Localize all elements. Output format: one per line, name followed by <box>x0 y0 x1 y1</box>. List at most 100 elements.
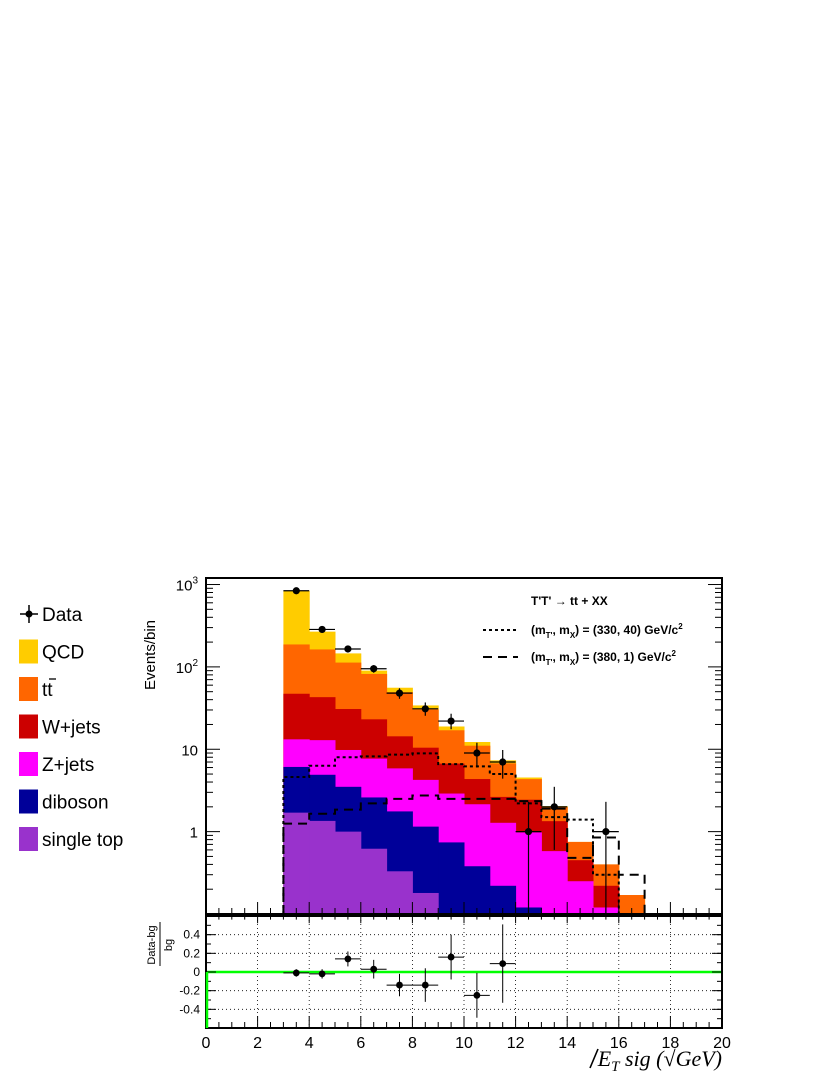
ratio-marker <box>370 965 378 973</box>
data-point <box>386 688 413 699</box>
data-point <box>541 786 568 850</box>
data-marker <box>370 665 378 673</box>
ratio-marker <box>396 981 403 989</box>
x-tick-label: 20 <box>713 1035 731 1052</box>
x-tick-label: 12 <box>507 1035 525 1052</box>
signal-legend-label-2: (mT', mX) = (380, 1) GeV/c2 <box>531 649 677 667</box>
legend-entry: W+jets <box>19 714 101 739</box>
stack-bar <box>283 812 310 914</box>
x-tick-label: 16 <box>610 1035 628 1052</box>
legend-label: QCD <box>42 643 84 664</box>
legend-entry: Data <box>20 605 83 626</box>
data-point <box>412 702 439 716</box>
data-marker <box>344 645 352 653</box>
x-tick-label: 10 <box>455 1035 473 1052</box>
ratio-marker <box>499 960 507 967</box>
ratio-y-tick-label: 0.4 <box>183 928 200 942</box>
legend-entry: QCD <box>19 639 84 664</box>
data-point <box>438 713 464 730</box>
data-marker <box>499 758 507 766</box>
ratio-panel: 0.4 0.2 0 -0.2 -0.4 0 2 4 6 8 10 12 14 16 18 20 Data-b… <box>146 902 731 1075</box>
legend-swatch <box>19 714 38 739</box>
signal-line-1 <box>282 752 645 915</box>
data-marker <box>421 705 429 713</box>
data-marker <box>473 749 481 757</box>
data-point <box>309 625 335 634</box>
xlabel-slash <box>589 1048 599 1069</box>
ratio-point <box>464 972 490 1018</box>
x-tick-label: 6 <box>356 1035 365 1052</box>
y-tick-label: 1 <box>190 825 198 842</box>
x-tick-label: 4 <box>305 1035 314 1052</box>
data-point <box>335 645 361 653</box>
legend-swatch <box>19 789 38 814</box>
stack-bar <box>360 848 388 914</box>
legend-label: Z+jets <box>42 755 94 776</box>
data-point <box>515 801 542 914</box>
x-tick-label: 18 <box>662 1035 680 1052</box>
ratio-point <box>412 968 439 1002</box>
ratio-y-tick-label: 0.2 <box>183 946 200 960</box>
ratio-marker <box>318 970 326 978</box>
x-tick-label: 2 <box>253 1035 262 1052</box>
signal-line-2 <box>282 794 646 914</box>
signal-curves <box>282 752 646 915</box>
signal-legend: T'T' → tt + XX (mT', mX) = (330, 40) GeV… <box>483 594 683 667</box>
data-marker <box>395 689 404 697</box>
y-axis-label: Events/bin <box>142 620 159 690</box>
stack-bar <box>464 866 491 914</box>
data-point <box>464 742 490 768</box>
legend-label: Data <box>42 605 83 626</box>
data-marker <box>318 625 326 634</box>
data-point <box>593 801 619 914</box>
ratio-marker <box>421 981 429 989</box>
ratio-label-numerator: Data-bg <box>146 925 158 964</box>
stack-bar <box>335 831 362 914</box>
stack-single-top <box>283 812 439 914</box>
ratio-y-tick-label: -0.4 <box>179 1002 200 1016</box>
ratio-point <box>438 934 464 980</box>
legend-swatch <box>19 827 38 851</box>
legend-swatch <box>19 677 38 701</box>
legend-label: tt <box>42 680 53 701</box>
ratio-y-ticks: 0.4 0.2 0 -0.2 -0.4 <box>179 924 722 1020</box>
ratio-marker <box>292 969 300 977</box>
ratio-y-axis-label: Data-bg bg <box>146 922 175 966</box>
stack-bar <box>412 892 439 914</box>
stack-bar <box>438 842 465 914</box>
legend-entry: tt <box>19 677 56 701</box>
data-points <box>283 587 619 914</box>
x-axis-ticks: 0 2 4 6 8 10 12 14 16 18 20 <box>202 902 731 1052</box>
stack-bar <box>309 820 336 914</box>
x-tick-label: 0 <box>202 1035 211 1052</box>
x-tick-label: 14 <box>558 1035 576 1052</box>
ratio-point <box>386 973 413 997</box>
ratio-marker <box>473 991 481 999</box>
data-marker <box>524 828 533 836</box>
ratio-y-tick-label: 0 <box>193 965 200 979</box>
ratio-point <box>360 959 387 979</box>
ratio-point <box>309 969 335 979</box>
legend-data-marker <box>25 610 33 618</box>
data-marker <box>602 828 610 836</box>
ratio-marker <box>344 955 352 963</box>
stack-bar <box>386 871 413 914</box>
legend-swatch <box>19 752 38 776</box>
ratio-y-tick-label: -0.2 <box>179 984 200 998</box>
data-marker <box>550 803 558 811</box>
x-tick-label: 8 <box>408 1035 417 1052</box>
data-marker <box>292 587 300 595</box>
legend-label: diboson <box>42 793 109 814</box>
ratio-marker <box>447 953 455 961</box>
data-marker <box>447 717 455 725</box>
legend-entry: single top <box>19 827 123 851</box>
ratio-point <box>489 924 516 1003</box>
x-axis-label: ET sig (√GeV) <box>597 1046 722 1075</box>
stacked-histograms <box>283 590 646 914</box>
y-tick-label: 103 <box>176 576 199 595</box>
legend: Data QCD tt W+jets Z+jets diboson single top <box>19 605 123 851</box>
data-point <box>489 749 516 779</box>
